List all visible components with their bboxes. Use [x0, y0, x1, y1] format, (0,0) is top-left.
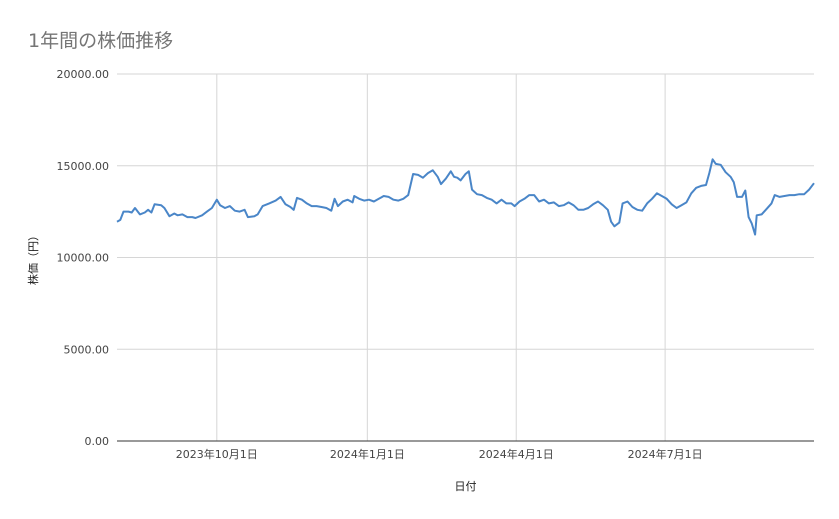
- y-tick-label: 5000.00: [64, 343, 110, 356]
- y-axis-ticks: 0.00 5000.00 10000.00 15000.00 20000.00: [57, 68, 110, 448]
- x-axis-title: 日付: [455, 480, 477, 493]
- x-tick-label: 2024年1月1日: [330, 447, 405, 461]
- gridlines: [117, 73, 814, 441]
- y-axis-title: 株価（円）: [26, 230, 40, 285]
- y-tick-label: 20000.00: [57, 68, 110, 81]
- x-tick-label: 2023年10月1日: [176, 447, 258, 461]
- x-tick-label: 2024年7月1日: [628, 447, 703, 461]
- chart-title: 1年間の株価推移: [28, 30, 174, 52]
- y-tick-label: 15000.00: [57, 160, 110, 173]
- y-tick-label: 0.00: [85, 435, 110, 448]
- price-line: [116, 158, 815, 236]
- y-tick-label: 10000.00: [57, 252, 110, 265]
- x-axis-ticks: 2023年10月1日 2024年1月1日 2024年4月1日 2024年7月1日: [176, 447, 703, 461]
- x-tick-label: 2024年4月1日: [479, 447, 554, 461]
